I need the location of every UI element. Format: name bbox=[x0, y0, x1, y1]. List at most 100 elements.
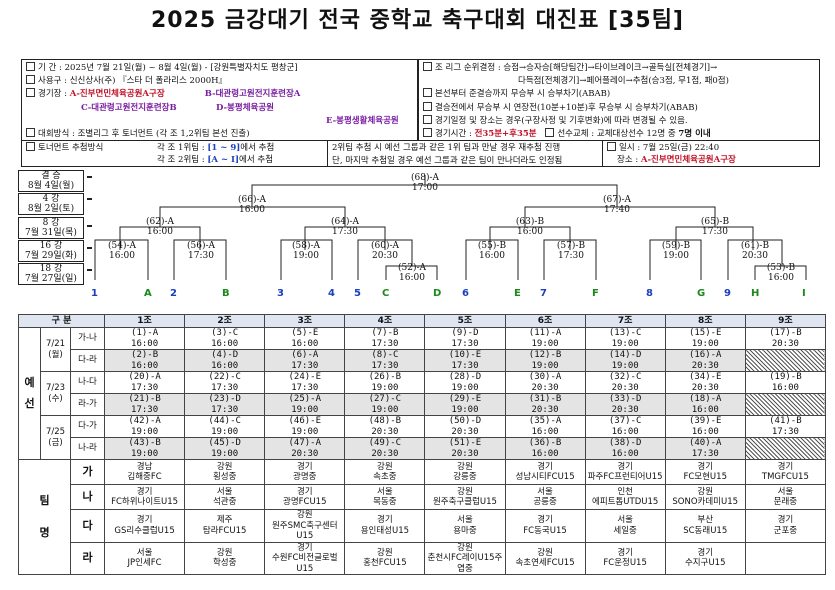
schedule-row: 7/25 (금) 다-가 (42)-A 19:00 (44)-C 19:00 (46)-… bbox=[19, 415, 827, 460]
round-semifinal-label: 4 강 8월 2일(토) bbox=[18, 193, 84, 215]
phase-label: 예 선 bbox=[18, 327, 41, 460]
match-cell: (5)-E 16:00 bbox=[264, 327, 346, 350]
match-62: (62)-A 16:00 bbox=[145, 217, 174, 237]
checkbox-icon bbox=[423, 88, 432, 98]
team-row: 라 서울 JP인세FC 강원 학성중 경기 수원FC비전글로벌U15 강원 홍천FCU1… bbox=[19, 541, 827, 575]
header-group-8: 8조 bbox=[664, 314, 746, 328]
match-66: (66)-A 16:00 bbox=[237, 195, 266, 215]
info-venues-3: E-봉평생활체육공원 bbox=[326, 115, 399, 126]
match-cell: (31)-B 20:30 bbox=[504, 393, 586, 416]
rule-ranking-cont: 다득점[전체경기]→페어플레이→추첨(승3점, 무1점, 패0점) bbox=[518, 76, 729, 87]
team-slot-label: 라 bbox=[69, 541, 106, 575]
match-cell: (32)-C 20:30 bbox=[584, 371, 666, 394]
match-cell: (12)-B 19:00 bbox=[504, 349, 586, 372]
info-venues-1: 경기장 : A-진부면민체육공원A구장 B-대관령고원전지훈련장A bbox=[26, 88, 413, 101]
match-64: (64)-A 17:30 bbox=[330, 217, 359, 237]
checkbox-icon bbox=[26, 128, 35, 138]
pairing-label: 다-가 bbox=[69, 415, 106, 438]
header-group-4: 4조 bbox=[344, 314, 426, 328]
team-slot-label: 다 bbox=[69, 509, 106, 543]
team-cell: 서울 용마중 bbox=[424, 509, 506, 543]
team-cell: 강원 SONO카데미U15 bbox=[664, 484, 746, 510]
match-cell: (39)-E 16:00 bbox=[664, 415, 746, 438]
team-cell: 서울 세일중 bbox=[584, 509, 666, 543]
bracket-slot-9: 9 bbox=[724, 288, 731, 299]
draw-note-2: 단, 마지막 추첨일 경우 예선 그룹과 같은 팀이 만나더라도 인정됨 bbox=[332, 156, 563, 167]
match-cell: (11)-A 19:00 bbox=[504, 327, 586, 350]
draw-method-panel: 토너먼트 추첨방식 각 조 1위팀 : [1 ~ 9]에서 추첨 각 조 2위팀… bbox=[21, 140, 820, 167]
bracket-slot-8: 8 bbox=[646, 288, 653, 299]
rule-draw-final: 결승전에서 무승부 시 연장전(10분+10분)후 무승부 시 승부차기(ABA… bbox=[423, 101, 815, 115]
match-cell: (38)-D 16:00 bbox=[584, 437, 666, 460]
final-date: 일시 : 7월 25일(금) 22:40 bbox=[607, 142, 719, 155]
match-day-label: 7/23 (수) bbox=[40, 371, 71, 416]
team-cell: 경기 GS리수클럽U15 bbox=[104, 509, 186, 543]
empty-slot bbox=[744, 393, 827, 416]
table-header-row: 구 분 1조 2조 3조 4조 5조 6조 7조 8조 9조 bbox=[17, 314, 827, 328]
match-cell: (17)-B 20:30 bbox=[744, 327, 827, 350]
checkbox-icon bbox=[423, 101, 432, 111]
match-cell: (30)-A 20:30 bbox=[504, 371, 586, 394]
match-cell: (48)-B 20:30 bbox=[344, 415, 426, 438]
round-quarterfinal-label: 8 강 7월 31일(목) bbox=[18, 217, 84, 239]
schedule-row: 다-라 (2)-B 16:00 (4)-D 16:00 (6)-A 17:30 (8)-… bbox=[19, 349, 827, 372]
match-52: (52)-A 16:00 bbox=[397, 263, 426, 283]
match-61: (61)-B 20:30 bbox=[740, 241, 770, 261]
match-54: (54)-A 16:00 bbox=[107, 241, 136, 261]
bracket-slot-G: G bbox=[697, 288, 706, 299]
match-cell: (43)-B 19:00 bbox=[104, 437, 186, 460]
final-place: 장소 : A-진부면민체육공원A구장 bbox=[617, 155, 736, 165]
team-cell: 서울 공릉중 bbox=[504, 484, 586, 510]
rules-panel: 조 리그 순위결정 : 승점→승자승[해당팀간]→타이브레이크→골득실[전체경기… bbox=[418, 59, 820, 141]
team-cell: 강원 홍천FCU15 bbox=[344, 541, 426, 575]
match-cell: (33)-D 20:30 bbox=[584, 393, 666, 416]
match-cell: (35)-A 16:00 bbox=[504, 415, 586, 438]
rule-draw-knockout: 본선부터 준결승까지 무승부 시 승부차기(ABAB) bbox=[423, 88, 815, 101]
checkbox-icon bbox=[26, 88, 35, 98]
info-period: 기 간 : 2025년 7월 21일(월) ~ 8월 4일(월) - [강원특별… bbox=[26, 62, 413, 75]
header-group-3: 3조 bbox=[264, 314, 346, 328]
rule-time: 경기시간 : 전35분+후35분 선수교체 : 교체대상선수 12명 중 7명 … bbox=[423, 128, 815, 141]
rule-schedule: 경기일정 및 장소는 경우(구장사정 및 기후변화)에 따라 변경될 수 있음. bbox=[423, 114, 815, 128]
match-cell: (14)-D 19:00 bbox=[584, 349, 666, 372]
match-cell: (19)-B 16:00 bbox=[744, 371, 827, 394]
checkbox-icon bbox=[423, 114, 432, 124]
page-title: 2025 금강대기 전국 중학교 축구대회 대진표 [35팀] bbox=[151, 8, 684, 33]
match-cell: (8)-C 17:30 bbox=[344, 349, 426, 372]
checkbox-icon bbox=[26, 62, 35, 71]
match-cell: (3)-C 16:00 bbox=[184, 327, 266, 350]
team-row: 나 경기 FC하위나이트U15 서울 석관중 경기 광명FCU15 서울 목동중 강원 원… bbox=[19, 484, 827, 510]
match-cell: (42)-A 19:00 bbox=[104, 415, 186, 438]
checkbox-icon bbox=[26, 142, 35, 151]
team-cell: 강원 횡성중 bbox=[184, 459, 266, 485]
team-cell: 제주 탐라FCU15 bbox=[184, 509, 266, 543]
team-cell: 인천 에피트톱UTDU15 bbox=[584, 484, 666, 510]
team-cell: 부산 SC동래U15 bbox=[664, 509, 746, 543]
info-ball: 사용구 : 신신상사(주) 『스타 더 폴라리스 2000H』 bbox=[26, 75, 413, 88]
match-cell: (23)-D 17:30 bbox=[184, 393, 266, 416]
match-cell: (26)-B 19:00 bbox=[344, 371, 426, 394]
match-cell: (21)-B 17:30 bbox=[104, 393, 186, 416]
draw-line-2: 각 조 2위팀 : [A ~ I]에서 추첨 bbox=[157, 155, 274, 165]
info-venues-2: C-대관령고원전지훈련장B D-봉평체육공원 bbox=[81, 102, 274, 113]
match-cell: (51)-E 20:30 bbox=[424, 437, 506, 460]
match-cell: (36)-B 16:00 bbox=[504, 437, 586, 460]
checkbox-icon bbox=[26, 75, 35, 85]
bracket-slot-4: 4 bbox=[328, 288, 335, 299]
match-cell: (27)-C 19:00 bbox=[344, 393, 426, 416]
team-slot-label: 나 bbox=[69, 484, 106, 510]
schedule-row: 나-라 (43)-B 19:00 (45)-D 19:00 (47)-A 20:30(… bbox=[19, 437, 827, 460]
pairing-label: 나-다 bbox=[69, 371, 106, 394]
match-53: (53)-B 16:00 bbox=[766, 263, 796, 283]
match-cell: (41)-B 17:30 bbox=[744, 415, 827, 438]
team-cell: 경기 수지구U15 bbox=[664, 541, 746, 575]
bracket-slot-I: I bbox=[802, 288, 806, 299]
team-cell: 강원 춘천시FC레이U15주엽중 bbox=[424, 541, 506, 575]
pairing-label: 다-라 bbox=[69, 349, 106, 372]
match-cell: (45)-D 19:00 bbox=[184, 437, 266, 460]
team-cell: 경남 김해중FC bbox=[104, 459, 186, 485]
header-group-5: 5조 bbox=[424, 314, 506, 328]
match-57: (57)-B 17:30 bbox=[556, 241, 586, 261]
knockout-bracket: 결 승 8월 4일(월) 4 강 8월 2일(토) 8 강 7월 31일(목) 16 … bbox=[0, 170, 835, 305]
match-cell: (47)-A 20:30 bbox=[264, 437, 346, 460]
